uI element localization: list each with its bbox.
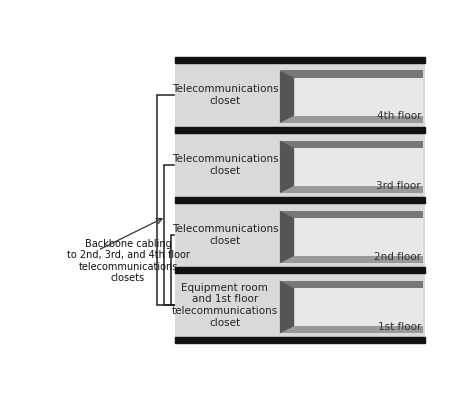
Text: Backbone cabling
to 2nd, 3rd, and 4th floor
telecommunications
closets: Backbone cabling to 2nd, 3rd, and 4th fl… bbox=[66, 238, 190, 284]
Bar bbox=[175, 57, 425, 63]
Bar bbox=[280, 281, 423, 333]
Bar bbox=[175, 133, 425, 197]
Polygon shape bbox=[280, 141, 294, 193]
Bar bbox=[294, 141, 423, 186]
Bar bbox=[294, 281, 423, 326]
Polygon shape bbox=[280, 281, 423, 288]
Bar bbox=[175, 267, 425, 273]
Text: 4th floor: 4th floor bbox=[376, 111, 421, 121]
Text: Telecommunications
closet: Telecommunications closet bbox=[172, 224, 278, 246]
Bar bbox=[175, 273, 425, 337]
Bar bbox=[294, 211, 423, 256]
Bar bbox=[175, 197, 425, 203]
Polygon shape bbox=[280, 211, 294, 263]
Bar bbox=[294, 70, 423, 116]
Text: Telecommunications
closet: Telecommunications closet bbox=[172, 84, 278, 106]
Text: Equipment room
and 1st floor
telecommunications
closet: Equipment room and 1st floor telecommuni… bbox=[172, 283, 278, 327]
Polygon shape bbox=[280, 70, 423, 78]
Bar bbox=[175, 127, 425, 133]
Text: 2nd floor: 2nd floor bbox=[374, 251, 421, 262]
Bar bbox=[280, 211, 423, 263]
Polygon shape bbox=[280, 70, 294, 123]
Text: 1st floor: 1st floor bbox=[378, 322, 421, 332]
Bar bbox=[175, 203, 425, 267]
Polygon shape bbox=[280, 211, 423, 218]
Bar bbox=[280, 70, 423, 123]
Bar bbox=[175, 337, 425, 343]
Bar bbox=[280, 141, 423, 193]
Polygon shape bbox=[280, 141, 423, 148]
Text: Telecommunications
closet: Telecommunications closet bbox=[172, 154, 278, 176]
Text: 3rd floor: 3rd floor bbox=[376, 181, 421, 191]
Bar bbox=[175, 63, 425, 127]
Polygon shape bbox=[280, 281, 294, 333]
